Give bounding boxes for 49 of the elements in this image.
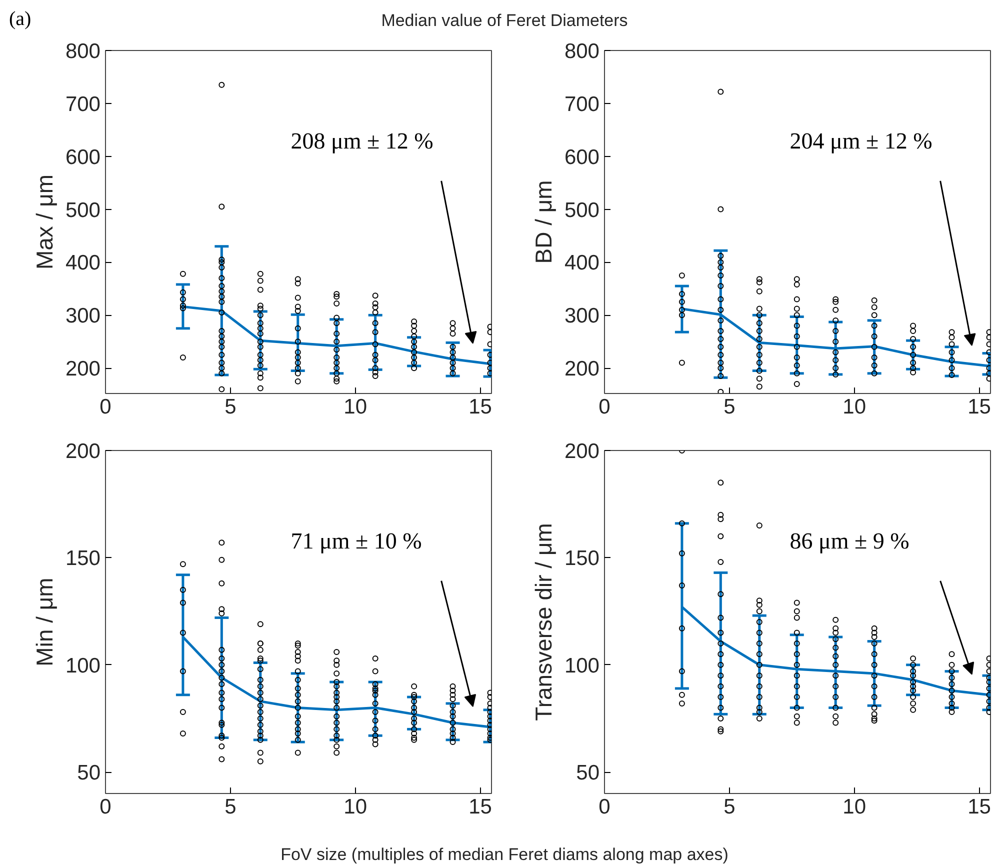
y-tick-label: 200 [65, 440, 101, 463]
y-tick-label: 400 [564, 252, 600, 275]
x-tick-label: 10 [344, 796, 368, 818]
y-tick-label: 500 [564, 198, 600, 222]
y-tick-label: 800 [65, 40, 101, 63]
x-tick-label: 15 [468, 396, 492, 418]
y-tick-label: 600 [564, 146, 600, 169]
x-tick-label: 15 [468, 796, 492, 818]
annotation: 71 μm ± 10 % [290, 528, 422, 554]
x-tick-label: 5 [224, 396, 236, 418]
y-tick-label: 100 [564, 654, 600, 678]
x-tick-label: 0 [598, 796, 610, 818]
y-tick-label: 300 [564, 304, 600, 328]
x-tick-label: 0 [598, 396, 610, 418]
x-tick-label: 10 [842, 796, 866, 818]
y-tick-label: 200 [564, 358, 600, 381]
y-tick-label: 300 [65, 304, 101, 328]
y-tick-label: 150 [564, 547, 600, 570]
x-tick-label: 5 [224, 796, 236, 818]
x-axis-title: FoV size (multiples of median Feret diams along map axes) [280, 844, 730, 866]
y-tick-label: 100 [65, 654, 101, 678]
x-tick-label: 15 [968, 796, 991, 818]
y-tick-label: 200 [564, 440, 600, 463]
y-tick-label: 200 [65, 358, 101, 381]
y-tick-label: 600 [65, 146, 101, 169]
y-axis-title: Min / μm [31, 578, 58, 666]
y-tick-label: 800 [564, 40, 600, 63]
x-tick-label: 5 [724, 396, 736, 418]
chart-title: Median value of Feret Diameters [381, 11, 628, 30]
x-tick-label: 5 [724, 796, 736, 818]
y-tick-label: 400 [65, 252, 101, 275]
y-axis-title: Transverse dir / μm [530, 523, 556, 721]
y-tick-label: 150 [65, 547, 101, 570]
x-tick-label: 10 [842, 396, 866, 418]
y-tick-label: 50 [77, 762, 100, 785]
annotation: 208 μm ± 12 % [290, 128, 434, 154]
annotation: 86 μm ± 9 % [790, 528, 910, 554]
y-tick-label: 50 [576, 762, 600, 785]
y-tick-label: 500 [65, 198, 101, 222]
text: (a) [9, 7, 32, 32]
y-axis-title: Max / μm [31, 174, 58, 270]
annotation: 204 μm ± 12 % [790, 128, 932, 154]
x-tick-label: 10 [344, 396, 368, 418]
y-axis-title: BD / μm [530, 180, 556, 264]
x-tick-label: 15 [968, 396, 991, 418]
y-tick-label: 700 [564, 92, 600, 116]
y-tick-label: 700 [65, 92, 101, 116]
x-tick-label: 0 [100, 796, 112, 818]
x-tick-label: 0 [100, 396, 112, 418]
